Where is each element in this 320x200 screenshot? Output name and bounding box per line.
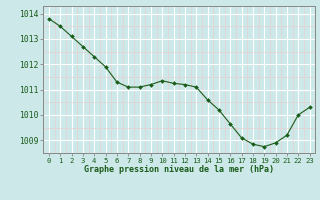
X-axis label: Graphe pression niveau de la mer (hPa): Graphe pression niveau de la mer (hPa) (84, 165, 274, 174)
